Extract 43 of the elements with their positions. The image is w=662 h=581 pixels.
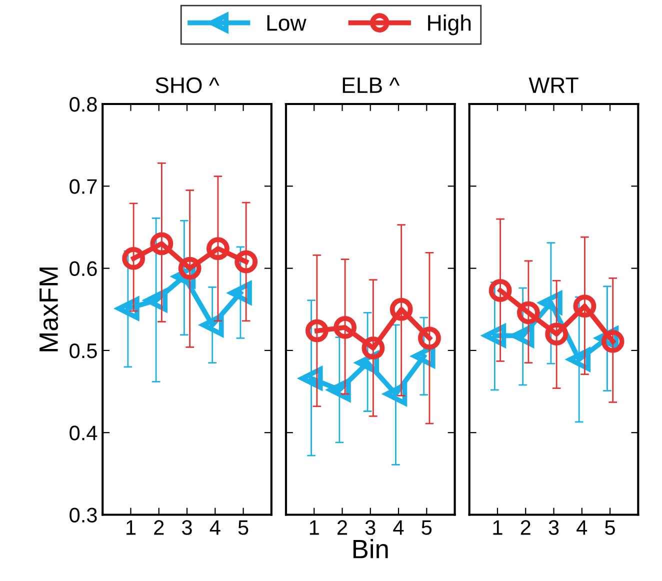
point [122, 246, 146, 270]
legend-label: Low [267, 15, 306, 31]
x-tick-label: 1 [310, 520, 319, 535]
point [390, 298, 413, 321]
y-tick-label: 0.4 [70, 426, 98, 440]
point [334, 316, 357, 339]
x-tick-label: 3 [548, 520, 559, 535]
x-tick-label: 5 [422, 520, 432, 535]
point [234, 250, 258, 274]
y-axis-title: MaxFM [40, 268, 58, 352]
x-tick-label: 2 [520, 520, 530, 535]
x-tick-label: 4 [210, 520, 220, 535]
y-tick-label: 0.7 [70, 179, 97, 194]
x-tick-label: 5 [238, 520, 248, 535]
chart-title: ELB ^ [342, 78, 400, 93]
x-tick-label: 2 [338, 520, 347, 535]
point [362, 336, 385, 360]
point [601, 330, 624, 353]
chart-title: WRT [528, 78, 578, 93]
x-tick-label: 4 [393, 520, 404, 535]
legend-label: High [428, 14, 471, 36]
point [206, 237, 230, 260]
x-tick-label: 3 [365, 520, 376, 535]
x-tick-label: 5 [605, 520, 615, 535]
point [418, 326, 441, 350]
x-tick-label: 2 [154, 520, 164, 535]
point [488, 279, 512, 302]
y-tick-label: 0.8 [70, 97, 97, 112]
y-tick-label: 0.3 [70, 508, 97, 523]
point [150, 232, 174, 256]
x-tick-label: 4 [576, 520, 588, 535]
point [573, 294, 596, 318]
chart-title: SHO ^ [156, 77, 220, 94]
point [305, 319, 328, 342]
point [178, 256, 202, 280]
x-axis-title: Bin [353, 539, 388, 558]
point [545, 322, 568, 346]
x-tick-label: 3 [182, 520, 192, 535]
y-tick-label: 0.6 [70, 261, 97, 276]
y-tick-label: 0.5 [70, 343, 97, 358]
x-tick-label: 1 [493, 520, 502, 535]
point [516, 301, 540, 324]
x-tick-label: 1 [126, 520, 136, 535]
